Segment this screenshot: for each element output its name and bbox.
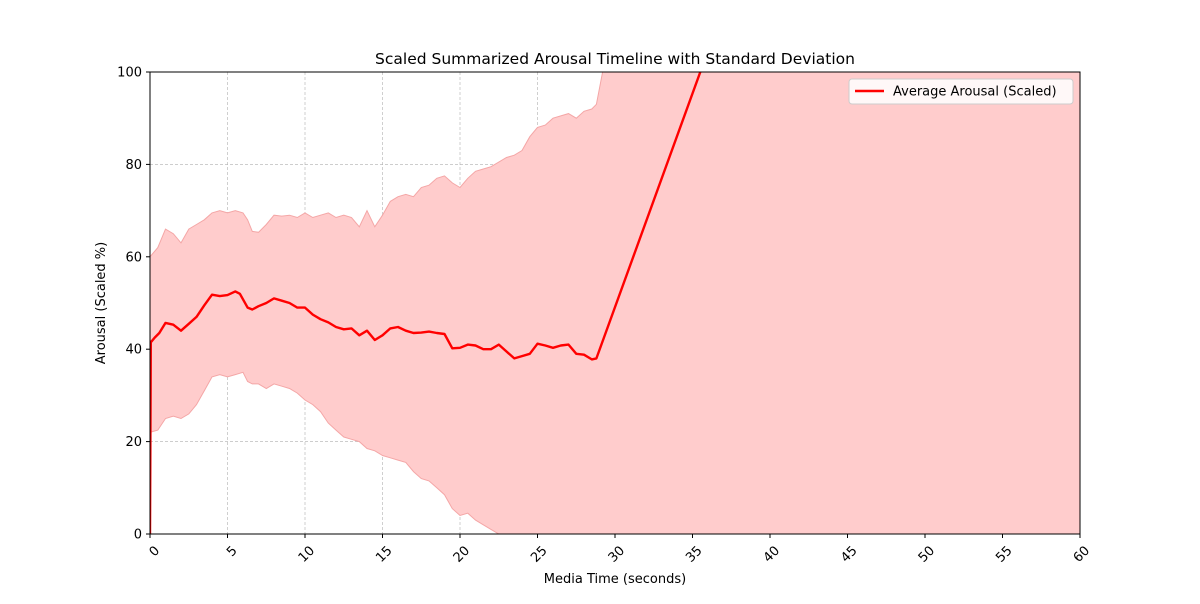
- y-tick-label: 60: [125, 250, 142, 265]
- x-tick-label: 5: [224, 543, 240, 559]
- x-tick-label: 10: [296, 543, 318, 565]
- average-arousal-line: [150, 72, 702, 534]
- y-tick-label: 100: [117, 66, 142, 81]
- y-axis-ticks: 0 20 40 60 80 100: [117, 66, 150, 543]
- y-tick-label: 80: [125, 158, 142, 173]
- x-tick-label: 30: [606, 543, 628, 565]
- x-axis-ticks: 0 5 10 15 20 25 30 35 40 45 50 55 60: [147, 534, 1093, 566]
- chart-title: Scaled Summarized Arousal Timeline with …: [375, 50, 855, 68]
- y-tick-label: 0: [134, 528, 142, 543]
- legend-label: Average Arousal (Scaled): [893, 85, 1057, 100]
- x-tick-label: 50: [916, 543, 938, 565]
- y-axis-title: Arousal (Scaled %): [94, 242, 109, 364]
- y-tick-label: 20: [125, 435, 142, 450]
- x-tick-label: 0: [147, 543, 163, 559]
- x-tick-label: 60: [1071, 543, 1093, 565]
- x-tick-label: 55: [993, 543, 1015, 565]
- x-tick-label: 20: [451, 543, 473, 565]
- legend: Average Arousal (Scaled): [848, 78, 1074, 105]
- x-tick-label: 45: [838, 543, 860, 565]
- x-tick-label: 15: [373, 543, 395, 565]
- y-tick-label: 40: [125, 343, 142, 358]
- x-tick-label: 40: [761, 543, 783, 565]
- legend-box: [848, 78, 1074, 105]
- std-deviation-band: [150, 72, 1080, 534]
- x-axis-title: Media Time (seconds): [544, 572, 686, 587]
- x-tick-label: 25: [528, 543, 550, 565]
- x-tick-label: 35: [683, 543, 705, 565]
